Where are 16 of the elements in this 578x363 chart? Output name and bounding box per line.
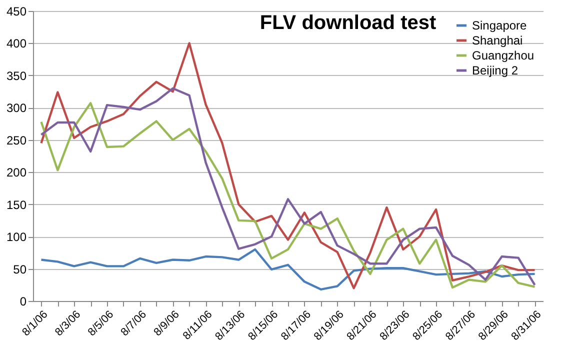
y-tick-label: 450 [6, 4, 27, 18]
y-tick-label: 100 [6, 230, 27, 244]
y-tick-label: 400 [6, 36, 27, 51]
chart-title: FLV download test [260, 12, 436, 34]
line-series [40, 248, 536, 290]
y-tick-label: 50 [13, 262, 27, 276]
legend-label: Guangzhou [472, 48, 534, 62]
legend-label: Shanghai [472, 34, 523, 48]
legend-label: Singapore [472, 18, 528, 32]
y-tick-label: 350 [6, 68, 27, 83]
y-tick-label: 200 [6, 166, 27, 180]
y-tick-label: 150 [6, 198, 27, 212]
legend-label: Beijing 2 [472, 64, 518, 78]
y-tick-label: 250 [6, 133, 27, 148]
y-tick-label: 0 [20, 294, 27, 308]
y-tick-label: 300 [6, 101, 27, 116]
